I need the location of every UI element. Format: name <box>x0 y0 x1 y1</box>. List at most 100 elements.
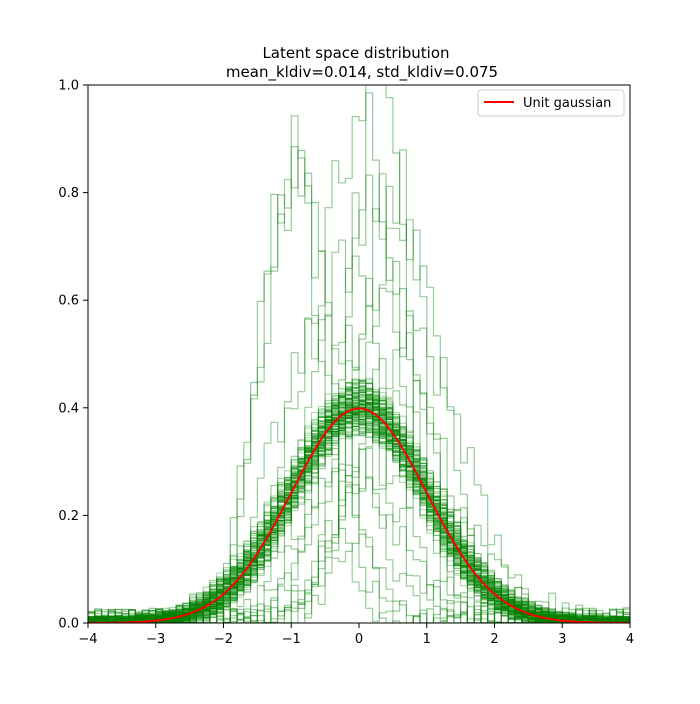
histogram-layer <box>88 85 630 623</box>
histogram-band-97 <box>88 400 630 623</box>
histogram-band-1 <box>88 402 630 623</box>
histogram-band-73 <box>88 385 630 623</box>
histogram-band-71 <box>88 395 630 623</box>
chart-subtitle: mean_kldiv=0.014, std_kldiv=0.075 <box>226 63 498 82</box>
histogram-band-42 <box>88 402 630 623</box>
x-tick-label: −1 <box>282 632 301 647</box>
histogram-outlier-11 <box>88 310 630 623</box>
histogram-outlier-4 <box>88 92 630 623</box>
histogram-band-102 <box>88 384 630 623</box>
histogram-band-22 <box>88 382 630 623</box>
histogram-band-45 <box>88 391 630 623</box>
histogram-outlier-3 <box>88 85 630 623</box>
x-tick-label: −4 <box>78 632 97 647</box>
histogram-band-96 <box>88 406 630 623</box>
histogram-band-63 <box>88 407 630 623</box>
chart-title: Latent space distribution <box>262 44 449 62</box>
histogram-band-9 <box>88 404 630 623</box>
legend-box <box>477 89 625 117</box>
y-axis: 0.0 0.2 0.4 0.6 0.8 1.0 <box>58 79 88 632</box>
histogram-band-25 <box>88 396 630 623</box>
histogram-band-10 <box>88 408 630 623</box>
histogram-band-87 <box>88 381 630 623</box>
x-tick-label: −2 <box>214 632 233 647</box>
histogram-outlier-17 <box>88 379 630 623</box>
histogram-band-33 <box>88 388 630 623</box>
histogram-outlier-14 <box>88 533 630 623</box>
histogram-outlier-13 <box>88 476 630 623</box>
histogram-band-3 <box>88 378 630 623</box>
y-tick-label: 0.6 <box>58 294 79 309</box>
x-tick-label: 3 <box>558 632 566 647</box>
histogram-outlier-16 <box>88 447 630 623</box>
histogram-band-59 <box>88 396 630 623</box>
histogram-outlier-9 <box>88 277 630 623</box>
histogram-outlier-6 <box>88 173 630 623</box>
histogram-band-93 <box>88 399 630 623</box>
histogram-band-88 <box>88 388 630 623</box>
histogram-outlier-15 <box>88 429 630 623</box>
histogram-band-116 <box>88 415 630 623</box>
histogram-band-30 <box>88 403 630 623</box>
x-tick-label: 0 <box>355 632 363 647</box>
histogram-band-69 <box>88 383 630 623</box>
y-tick-label: 0.8 <box>58 186 79 201</box>
histogram-outlier-7 <box>88 219 630 623</box>
histogram-band-28 <box>88 402 630 623</box>
histogram-band-38 <box>88 401 630 623</box>
y-tick-label: 1.0 <box>58 79 79 94</box>
histogram-band-50 <box>88 382 630 623</box>
y-tick-label: 0.0 <box>58 617 79 632</box>
histogram-band-70 <box>88 389 630 623</box>
histogram-band-46 <box>88 412 630 623</box>
histogram-band-86 <box>88 385 630 623</box>
reference-curve-layer <box>88 407 630 623</box>
histogram-outlier-1 <box>88 115 630 623</box>
histogram-band-85 <box>88 414 630 623</box>
histogram-band-55 <box>88 382 630 623</box>
histogram-band-49 <box>88 406 630 623</box>
histogram-band-82 <box>88 411 630 623</box>
histogram-band-60 <box>88 401 630 623</box>
y-tick-label: 0.4 <box>58 401 79 416</box>
histogram-band-110 <box>88 399 630 623</box>
histogram-band-23 <box>88 413 630 623</box>
histogram-band-2 <box>88 389 630 623</box>
histogram-band-78 <box>88 398 630 623</box>
y-tick-label: 0.2 <box>58 509 79 524</box>
histogram-outlier-5 <box>88 149 630 623</box>
histogram-outlier-8 <box>88 239 630 623</box>
x-tick-label: 1 <box>423 632 431 647</box>
legend-label-unit-gaussian: Unit gaussian <box>523 96 611 111</box>
histogram-outlier-12 <box>88 448 630 623</box>
histogram-band-79 <box>88 415 630 623</box>
histogram-band-77 <box>88 403 630 623</box>
histogram-band-41 <box>88 390 630 623</box>
histogram-band-54 <box>88 391 630 623</box>
histogram-band-81 <box>88 422 630 623</box>
histogram-band-109 <box>88 396 630 623</box>
x-tick-label: 2 <box>490 632 498 647</box>
x-axis: −4 −3 −2 −1 0 1 2 3 4 <box>78 623 634 647</box>
x-tick-label: −3 <box>146 632 165 647</box>
histogram-band-61 <box>88 389 630 623</box>
histogram-band-24 <box>88 392 630 623</box>
histogram-band-104 <box>88 383 630 623</box>
histogram-band-65 <box>88 399 630 623</box>
histogram-band-29 <box>88 409 630 623</box>
histogram-band-111 <box>88 407 630 623</box>
histogram-band-43 <box>88 389 630 623</box>
histogram-band-89 <box>88 396 630 623</box>
histogram-band-21 <box>88 395 630 623</box>
histogram-band-51 <box>88 414 630 623</box>
histogram-band-98 <box>88 387 630 623</box>
histogram-band-113 <box>88 420 630 623</box>
histogram-band-52 <box>88 412 630 623</box>
histogram-band-56 <box>88 406 630 623</box>
histogram-band-31 <box>88 379 630 623</box>
histogram-band-100 <box>88 403 630 623</box>
histogram-band-74 <box>88 382 630 623</box>
histogram-band-105 <box>88 404 630 623</box>
